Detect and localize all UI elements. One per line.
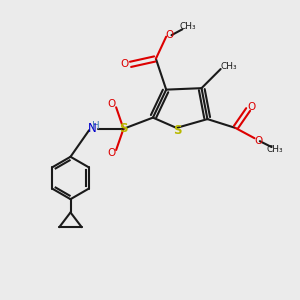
Text: CH₃: CH₃ [180, 22, 196, 31]
Text: O: O [166, 30, 174, 40]
Text: O: O [121, 59, 129, 69]
Text: O: O [108, 148, 116, 158]
Text: S: S [119, 122, 127, 135]
Text: CH₃: CH₃ [267, 145, 284, 154]
Text: S: S [173, 124, 182, 137]
Text: H: H [92, 121, 99, 131]
Text: O: O [254, 136, 262, 146]
Text: N: N [88, 122, 96, 135]
Text: O: O [108, 99, 116, 110]
Text: CH₃: CH₃ [220, 61, 237, 70]
Text: O: O [248, 102, 256, 112]
